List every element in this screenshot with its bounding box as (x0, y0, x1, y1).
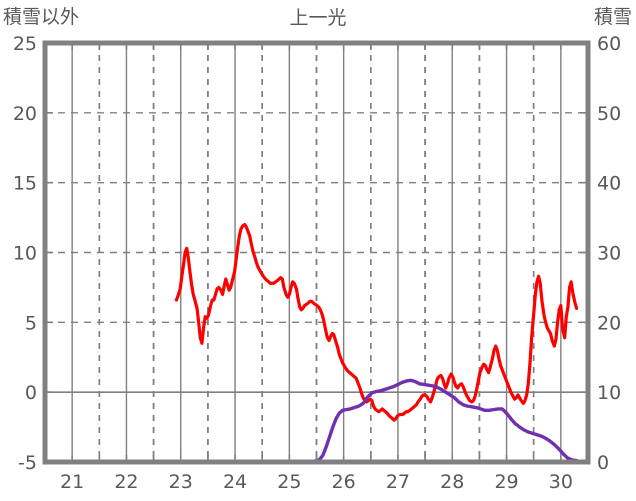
y-axis-label-left: 10 (13, 243, 37, 265)
series-line-snow (176, 378, 579, 464)
grid-layer (45, 43, 588, 462)
x-axis-label: 27 (386, 471, 410, 493)
x-axis-label: 26 (332, 471, 356, 493)
series-line-other (174, 222, 579, 422)
y-axis-label-left: 0 (25, 382, 37, 404)
series-layer (174, 222, 579, 464)
x-axis-label: 21 (60, 471, 84, 493)
right-axis-title: 積雪 (593, 6, 632, 28)
tick-labels: -5 0 5 10 15 20 25 0 10 20 30 40 50 60 21 22 23 24 25 26 27 2… (13, 33, 621, 493)
y-axis-label-right: 30 (597, 243, 621, 265)
y-axis-label-right: 0 (597, 452, 609, 474)
x-axis-label: 28 (440, 471, 464, 493)
left-axis-title: 積雪以外 (3, 6, 80, 28)
y-axis-label-right: 20 (597, 312, 621, 334)
y-axis-label-left: 15 (13, 173, 37, 195)
x-axis-label: 24 (223, 471, 247, 493)
x-axis-label: 29 (494, 471, 518, 493)
y-axis-label-left: 20 (13, 103, 37, 125)
y-axis-label-left: 25 (13, 33, 37, 55)
chart-title: 上一光 (289, 7, 347, 29)
y-axis-label-right: 10 (597, 382, 621, 404)
x-axis-label: 23 (169, 471, 193, 493)
y-axis-label-right: 40 (597, 173, 621, 195)
x-axis-label: 22 (114, 471, 138, 493)
y-axis-label-left: -5 (18, 452, 37, 474)
y-axis-label-right: 60 (597, 33, 621, 55)
y-axis-label-right: 50 (597, 103, 621, 125)
x-axis-label: 30 (549, 471, 573, 493)
tick-marks (44, 42, 589, 463)
y-axis-label-left: 5 (25, 312, 37, 334)
x-axis-label: 25 (277, 471, 301, 493)
